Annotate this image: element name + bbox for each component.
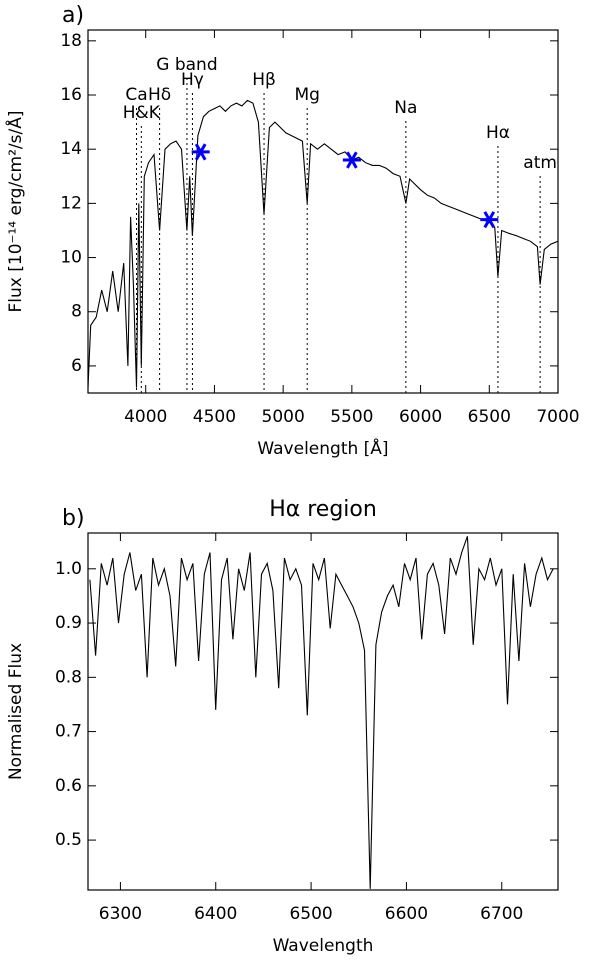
star-stroke [194, 143, 207, 161]
y-tick-label: 1.0 [55, 559, 82, 579]
line-marker-label: H&K [123, 103, 161, 123]
y-axis-title: Flux [10⁻¹⁴ erg/cm²/s/Å] [4, 111, 26, 313]
panel-label: b) [62, 506, 85, 531]
y-tick-label: 6 [71, 356, 82, 376]
x-axis-title: Wavelength [Å] [257, 437, 388, 459]
x-tick-label: 6000 [399, 407, 442, 427]
x-tick-label: 6500 [468, 407, 511, 427]
x-tick-label: 7000 [536, 407, 579, 427]
line-marker-label: Na [394, 98, 417, 118]
plot-frame [87, 532, 559, 891]
y-axis-title: Normalised Flux [6, 643, 26, 780]
line-marker-label: Hδ [148, 85, 171, 105]
line-marker-label: G band [156, 55, 217, 75]
y-tick-label: 0.8 [55, 667, 82, 687]
star-stroke [346, 151, 358, 169]
line-marker-label: Ca [125, 85, 147, 105]
star-marker [342, 151, 361, 169]
x-tick-label: 5500 [330, 407, 373, 427]
spectrum-line [88, 99, 558, 388]
x-tick-label: 5000 [262, 407, 305, 427]
line-marker-label: atm [523, 153, 557, 173]
line-marker-label: Hγ [181, 70, 204, 90]
star-marker [480, 211, 499, 229]
x-tick-label: 6600 [385, 904, 428, 924]
spectrum-line [89, 536, 554, 889]
y-tick-label: 14 [60, 139, 82, 159]
plot-frame [87, 29, 559, 394]
line-marker-label: Mg [294, 85, 319, 105]
x-tick-label: 6400 [194, 904, 237, 924]
x-tick-label: 6700 [480, 904, 523, 924]
y-tick-label: 0.6 [55, 776, 82, 796]
x-tick-label: 6500 [289, 904, 332, 924]
chart-title: Hα region [269, 497, 377, 522]
y-tick-label: 0.9 [55, 613, 82, 633]
y-tick-label: 16 [60, 85, 82, 105]
y-tick-label: 0.5 [55, 830, 82, 850]
star-marker [191, 143, 210, 161]
x-tick-label: 4000 [124, 407, 167, 427]
star-stroke [483, 211, 496, 229]
y-tick-label: 0.7 [55, 722, 82, 742]
y-tick-label: 10 [60, 248, 82, 268]
x-tick-label: 4500 [193, 407, 236, 427]
y-tick-label: 12 [60, 193, 82, 213]
y-tick-label: 18 [60, 31, 82, 51]
line-marker-label: Hβ [252, 70, 276, 90]
panel-label: a) [62, 3, 84, 28]
y-tick-label: 8 [71, 302, 82, 322]
line-marker-label: Hα [486, 123, 510, 143]
x-tick-label: 6300 [99, 904, 142, 924]
x-axis-title: Wavelength [273, 936, 374, 956]
